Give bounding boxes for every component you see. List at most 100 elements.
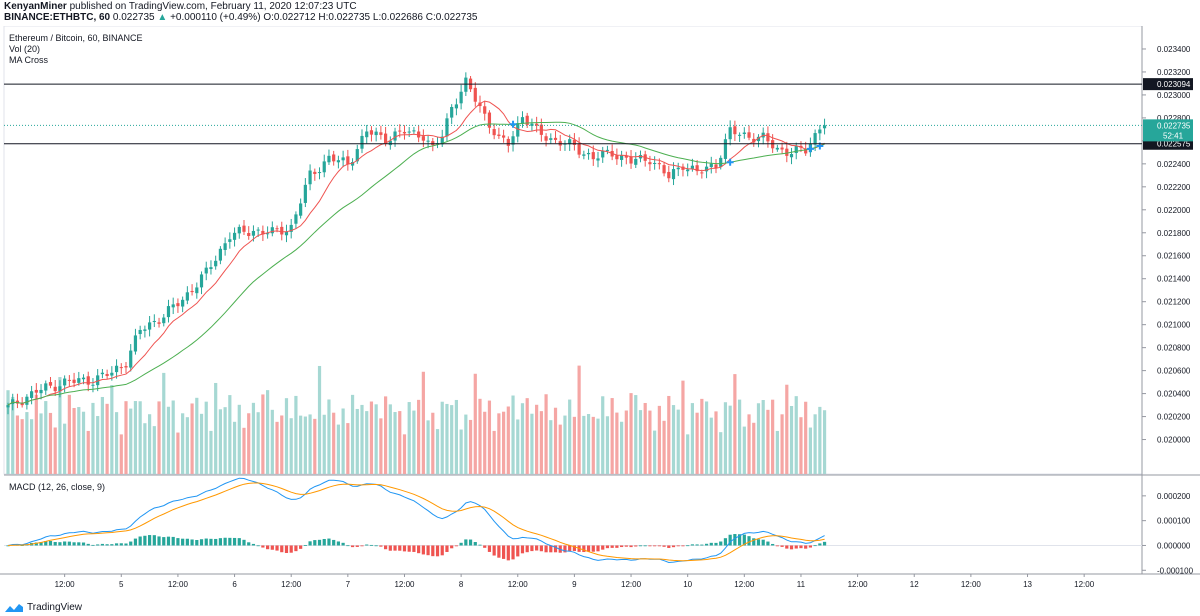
volume-bar xyxy=(539,411,543,474)
candle xyxy=(719,157,723,167)
volume-bar xyxy=(478,398,482,474)
macd-histogram-bar xyxy=(572,545,576,551)
macd-histogram-bar xyxy=(303,545,307,546)
candle xyxy=(653,162,657,164)
macd-histogram-bar xyxy=(780,545,784,547)
price-tick-label: 0.020600 xyxy=(1157,367,1191,376)
macd-histogram-bar xyxy=(166,536,171,546)
candle xyxy=(365,131,369,138)
macd-histogram-bar xyxy=(624,545,628,547)
macd-histogram-bar xyxy=(431,545,435,557)
macd-histogram-bar xyxy=(369,544,374,546)
macd-histogram-bar xyxy=(327,538,331,546)
macd-histogram-bar xyxy=(72,542,76,546)
macd-histogram-bar xyxy=(313,540,317,546)
candle xyxy=(492,129,496,136)
macd-histogram-bar xyxy=(355,545,359,547)
macd-histogram-bar xyxy=(119,543,123,546)
close-value: 0.022735 xyxy=(435,12,478,23)
volume-bar xyxy=(709,417,713,474)
macd-histogram-bar xyxy=(728,534,732,546)
volume-bar xyxy=(577,365,581,474)
volume-bar xyxy=(242,427,246,474)
volume-bar xyxy=(374,404,378,474)
macd-histogram-bar xyxy=(384,545,388,550)
macd-histogram-bar xyxy=(289,545,293,553)
candle xyxy=(530,123,534,126)
candle xyxy=(67,379,71,381)
volume-bar xyxy=(15,415,20,474)
volume-bar xyxy=(738,399,742,474)
macd-histogram-bar xyxy=(365,544,369,546)
price-chart[interactable]: 0.0234000.0232000.0230000.0228000.022600… xyxy=(0,26,1200,592)
macd-histogram-bar xyxy=(516,545,520,557)
volume-bar xyxy=(360,404,364,474)
volume-bar xyxy=(516,419,520,474)
candle xyxy=(237,226,241,234)
candle xyxy=(676,167,680,170)
volume-bar xyxy=(775,430,779,474)
macd-histogram-bar xyxy=(407,545,411,552)
macd-histogram-bar xyxy=(520,545,525,554)
macd-histogram-bar xyxy=(398,545,402,551)
candle xyxy=(516,123,520,137)
candle xyxy=(520,117,525,124)
volume-bar xyxy=(473,373,477,474)
last-price-label-bg xyxy=(1143,119,1193,142)
macd-histogram-bar xyxy=(648,545,652,547)
macd-histogram-bar xyxy=(402,545,407,552)
volume-bar xyxy=(251,402,256,474)
volume-bar xyxy=(86,430,90,474)
macd-histogram-bar xyxy=(218,538,222,546)
price-tick-label: 0.020000 xyxy=(1157,436,1191,445)
volume-bar xyxy=(530,413,534,474)
volume-bar xyxy=(327,399,331,474)
macd-histogram-bar xyxy=(162,537,166,546)
candle xyxy=(44,383,48,391)
ma-slow-line xyxy=(7,121,825,406)
candle xyxy=(813,133,817,145)
macd-histogram-bar xyxy=(435,545,440,557)
macd-histogram-bar xyxy=(752,538,756,546)
macd-signal-line xyxy=(7,482,825,562)
candle xyxy=(162,317,166,324)
macd-histogram-bar xyxy=(176,538,180,546)
macd-histogram-bar xyxy=(426,545,430,556)
volume-bar xyxy=(412,410,416,474)
candle xyxy=(487,112,492,128)
macd-histogram-bar xyxy=(771,543,775,546)
candle xyxy=(275,228,279,230)
volume-bar xyxy=(317,365,322,474)
volume-bar xyxy=(284,398,289,474)
candle xyxy=(440,136,444,145)
tradingview-logo[interactable]: TradingView xyxy=(5,602,82,613)
candle xyxy=(459,91,463,104)
volume-bar xyxy=(686,434,690,474)
ma-fast-line xyxy=(7,100,825,406)
macd-histogram-bar xyxy=(294,545,298,552)
macd-histogram-bar xyxy=(671,545,676,548)
macd-histogram-bar xyxy=(266,545,270,550)
candle xyxy=(407,131,411,133)
time-tick-label: 9 xyxy=(572,580,577,589)
macd-histogram-bar xyxy=(667,545,671,548)
macd-histogram-bar xyxy=(610,545,614,548)
volume-bar xyxy=(638,410,643,474)
macd-histogram-bar xyxy=(360,545,364,547)
volume-bar xyxy=(379,418,383,474)
macd-histogram-bar xyxy=(525,545,529,553)
macd-histogram-bar xyxy=(129,541,133,546)
volume-bar xyxy=(91,402,95,474)
candle xyxy=(605,149,610,151)
candle xyxy=(148,322,152,330)
candle xyxy=(775,147,779,150)
volume-bar xyxy=(662,420,666,474)
macd-histogram-bar xyxy=(53,541,57,546)
macd-histogram-bar xyxy=(105,544,109,546)
candle xyxy=(473,87,477,102)
ma-cross-legend: MA Cross xyxy=(9,55,49,65)
candle xyxy=(398,130,402,132)
volume-bar xyxy=(596,418,600,474)
candle xyxy=(53,386,57,392)
volume-bar xyxy=(799,417,803,474)
